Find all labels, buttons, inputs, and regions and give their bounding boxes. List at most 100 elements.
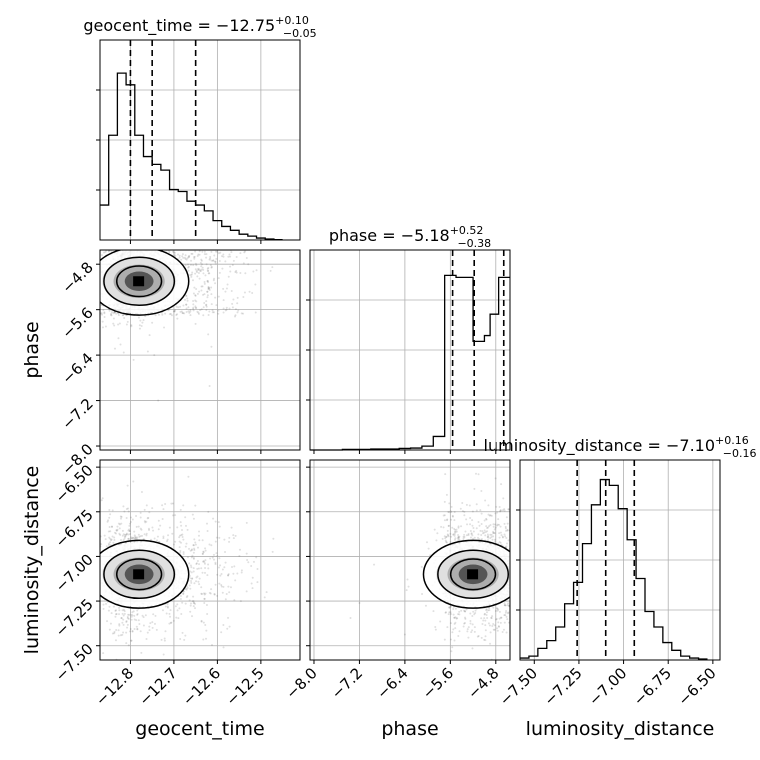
sample-point xyxy=(102,607,105,610)
sample-point xyxy=(135,525,138,528)
sample-point xyxy=(190,581,193,584)
sample-point xyxy=(161,313,164,316)
sample-point xyxy=(203,282,206,285)
sample-point xyxy=(203,571,206,574)
sample-point xyxy=(138,324,141,327)
sample-point xyxy=(191,615,194,618)
sample-point xyxy=(182,592,185,595)
sample-point xyxy=(100,254,103,257)
sample-point xyxy=(502,497,505,500)
y-tick-label: −4.8 xyxy=(58,258,96,296)
sample-point xyxy=(144,614,147,617)
sample-point xyxy=(204,624,207,627)
sample-point xyxy=(492,535,495,538)
sample-point xyxy=(211,259,214,262)
sample-point xyxy=(471,534,474,537)
sample-point xyxy=(123,537,126,540)
sample-point xyxy=(125,620,128,623)
sample-point xyxy=(200,259,203,262)
sample-point xyxy=(237,309,240,312)
sample-point xyxy=(186,594,189,597)
sample-point xyxy=(214,583,217,586)
sample-point xyxy=(445,541,448,544)
hist-panel-luminosity-distance: −7.50 −7.25 −7.00 −6.75 −6.50 xyxy=(496,459,721,709)
sample-point xyxy=(239,252,242,255)
sample-point xyxy=(148,625,151,628)
sample-point xyxy=(194,294,197,297)
sample-point xyxy=(185,258,188,261)
sample-point xyxy=(200,258,203,261)
sample-point xyxy=(197,567,200,570)
sample-point xyxy=(192,544,195,547)
sample-point xyxy=(111,525,114,528)
sample-point xyxy=(505,529,508,532)
sample-point xyxy=(190,566,193,569)
sample-point xyxy=(226,283,229,286)
sample-point xyxy=(100,313,103,316)
sample-point xyxy=(132,537,135,540)
sample-point xyxy=(201,592,204,595)
sample-point xyxy=(444,611,447,614)
sample-point xyxy=(110,525,113,528)
sample-point xyxy=(212,279,215,282)
sample-point xyxy=(146,350,149,353)
sample-point xyxy=(118,606,121,609)
sample-point xyxy=(255,269,258,272)
sample-point xyxy=(184,516,187,519)
sample-point xyxy=(163,637,166,640)
sample-point xyxy=(133,614,136,617)
sample-point xyxy=(234,270,237,273)
sample-point xyxy=(207,272,210,275)
sample-point xyxy=(122,538,125,541)
sample-point xyxy=(198,277,201,280)
sample-point xyxy=(168,251,171,254)
sample-point xyxy=(201,571,204,574)
sample-point xyxy=(454,627,457,630)
sample-point xyxy=(183,256,186,259)
sample-point xyxy=(115,613,118,616)
sample-point xyxy=(493,538,496,541)
sample-point xyxy=(489,537,492,540)
sample-point xyxy=(133,618,136,621)
sample-point xyxy=(174,514,177,517)
sample-point xyxy=(137,619,140,622)
sample-point xyxy=(445,540,448,543)
sample-point xyxy=(107,542,110,545)
sample-point xyxy=(190,252,193,255)
sample-point xyxy=(487,539,490,542)
sample-point xyxy=(101,320,104,323)
sample-point xyxy=(444,537,447,540)
sample-point xyxy=(205,263,208,266)
sample-point xyxy=(234,534,237,537)
sample-point xyxy=(245,521,248,524)
sample-point xyxy=(110,314,113,317)
sample-point xyxy=(194,294,197,297)
sample-point xyxy=(176,317,179,320)
sample-point xyxy=(221,267,224,270)
sample-point xyxy=(190,579,193,582)
sample-point xyxy=(204,566,207,569)
sample-point xyxy=(480,522,483,525)
sample-point xyxy=(116,528,119,531)
sample-point xyxy=(218,271,221,274)
sample-point xyxy=(185,303,188,306)
x-tick-label: −12.7 xyxy=(136,664,181,709)
sample-point xyxy=(189,604,192,607)
sample-point xyxy=(210,265,213,268)
sample-point xyxy=(486,527,489,530)
sample-point xyxy=(505,545,508,548)
sample-point xyxy=(457,536,460,539)
sample-point xyxy=(126,623,129,626)
sample-point xyxy=(195,287,198,290)
sample-point xyxy=(439,620,442,623)
sample-point xyxy=(227,585,230,588)
sample-point xyxy=(214,262,217,265)
sample-point xyxy=(209,255,212,258)
sample-point xyxy=(210,345,213,348)
sample-point xyxy=(133,538,136,541)
sample-point xyxy=(193,286,196,289)
sample-point xyxy=(349,617,352,620)
sample-point xyxy=(122,533,125,536)
sample-point xyxy=(210,303,213,306)
sample-point xyxy=(425,541,428,544)
